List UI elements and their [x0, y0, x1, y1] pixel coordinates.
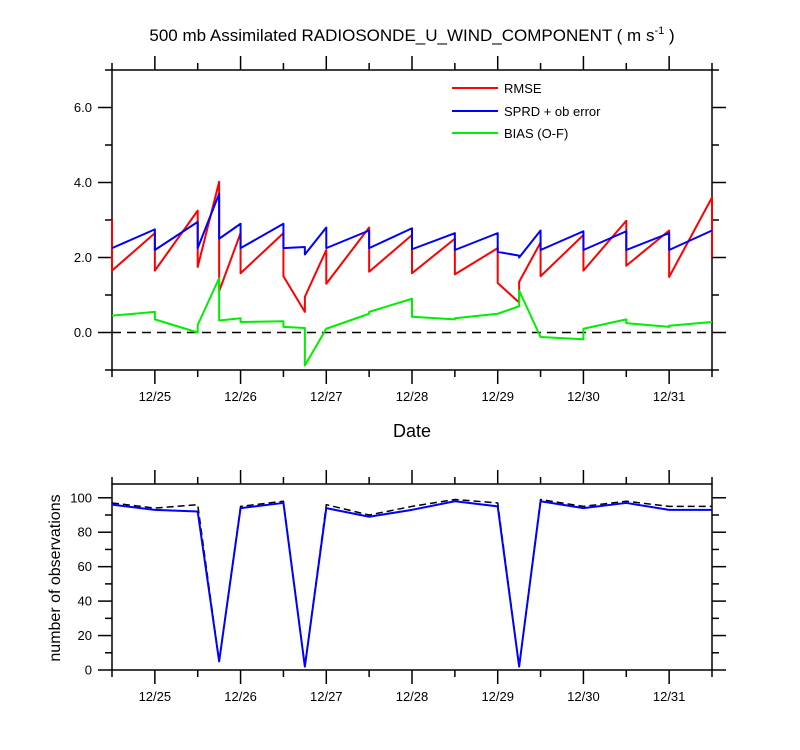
top-series-rmse [111, 180, 713, 313]
bottom-chart: 12/25 12/26 12/27 12/28 12/29 12/30 12/31 0 20 40… [70, 470, 726, 704]
bottom-x-tick-label: 12/30 [567, 689, 600, 704]
bottom-x-tick-label: 12/27 [310, 689, 343, 704]
top-x-axis-label: Date [393, 421, 431, 441]
top-y-tick-label: 6.0 [74, 100, 92, 115]
bottom-x-tick-label: 12/31 [653, 689, 686, 704]
legend-label-rmse: RMSE [504, 81, 542, 96]
top-x-tick-label: 12/28 [396, 389, 429, 404]
top-chart: 12/25 12/26 12/27 12/28 12/29 12/30 12/31 0.0 2.… [74, 56, 726, 404]
bottom-x-tick-label: 12/25 [139, 689, 172, 704]
bottom-series-observations-used [111, 500, 712, 668]
bottom-x-tick-label: 12/26 [224, 689, 257, 704]
top-y-tick-label: 4.0 [74, 175, 92, 190]
top-x-tick-label: 12/30 [567, 389, 600, 404]
bottom-y-axis-label: number of observations [47, 494, 64, 661]
legend-label-bias: BIAS (O-F) [504, 126, 568, 141]
bottom-series-observations-total [111, 498, 712, 668]
bottom-y-tick-label: 0 [85, 663, 92, 678]
top-x-tick-label: 12/25 [139, 389, 172, 404]
chart-title-main: 500 mb Assimilated RADIOSONDE_U_WIND_COM… [149, 26, 654, 45]
top-plot-frame [111, 69, 713, 371]
chart-title: 500 mb Assimilated RADIOSONDE_U_WIND_COM… [149, 25, 674, 45]
chart-title-end: ) [664, 26, 674, 45]
bottom-plot-frame [111, 483, 713, 671]
bottom-x-tick-label: 12/28 [396, 689, 429, 704]
top-x-tick-label: 12/31 [653, 389, 686, 404]
legend: RMSE SPRD + ob error BIAS (O-F) [452, 81, 601, 141]
top-x-tick-label: 12/27 [310, 389, 343, 404]
chart-title-superscript: -1 [654, 25, 664, 37]
top-x-tick-label: 12/29 [481, 389, 514, 404]
top-series-bias-o-f [111, 277, 713, 367]
bottom-y-tick-label: 100 [70, 490, 92, 505]
bottom-y-tick-label: 60 [78, 559, 92, 574]
top-x-tick-label: 12/26 [224, 389, 257, 404]
top-series-sprd-ob-error [111, 192, 713, 259]
top-y-tick-label: 0.0 [74, 325, 92, 340]
bottom-y-tick-label: 40 [78, 594, 92, 609]
bottom-x-tick-label: 12/29 [481, 689, 514, 704]
bottom-y-tick-label: 20 [78, 628, 92, 643]
top-y-tick-label: 2.0 [74, 250, 92, 265]
bottom-y-tick-label: 80 [78, 525, 92, 540]
legend-label-sprd: SPRD + ob error [504, 104, 601, 119]
